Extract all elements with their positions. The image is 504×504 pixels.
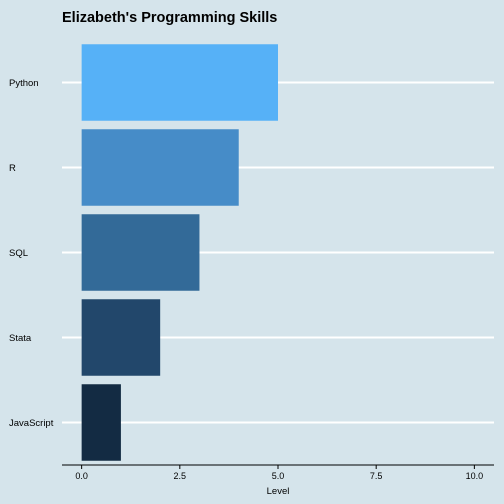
x-tick-label: 7.5 bbox=[370, 471, 383, 481]
x-tick-label: 10.0 bbox=[466, 471, 484, 481]
y-tick-label: SQL bbox=[9, 248, 28, 259]
x-tick-label: 2.5 bbox=[174, 471, 187, 481]
bar-sql bbox=[81, 214, 200, 291]
x-axis-label: Level bbox=[267, 486, 290, 497]
bar-python bbox=[81, 44, 279, 121]
y-tick-label: R bbox=[9, 163, 16, 174]
x-tick-label: 5.0 bbox=[272, 471, 285, 481]
y-tick-label: JavaScript bbox=[9, 418, 54, 429]
bar-r bbox=[81, 129, 239, 206]
y-tick-label: Python bbox=[9, 78, 39, 89]
x-tick-label: 0.0 bbox=[75, 471, 88, 481]
y-tick-labels: Python R SQL Stata JavaScript bbox=[9, 78, 54, 429]
bar-javascript bbox=[81, 384, 121, 461]
bars bbox=[81, 44, 279, 461]
y-tick-label: Stata bbox=[9, 333, 32, 344]
x-ticks: 0.0 2.5 5.0 7.5 10.0 bbox=[75, 465, 483, 481]
chart-title: Elizabeth's Programming Skills bbox=[62, 10, 278, 26]
bar-stata bbox=[81, 299, 161, 376]
